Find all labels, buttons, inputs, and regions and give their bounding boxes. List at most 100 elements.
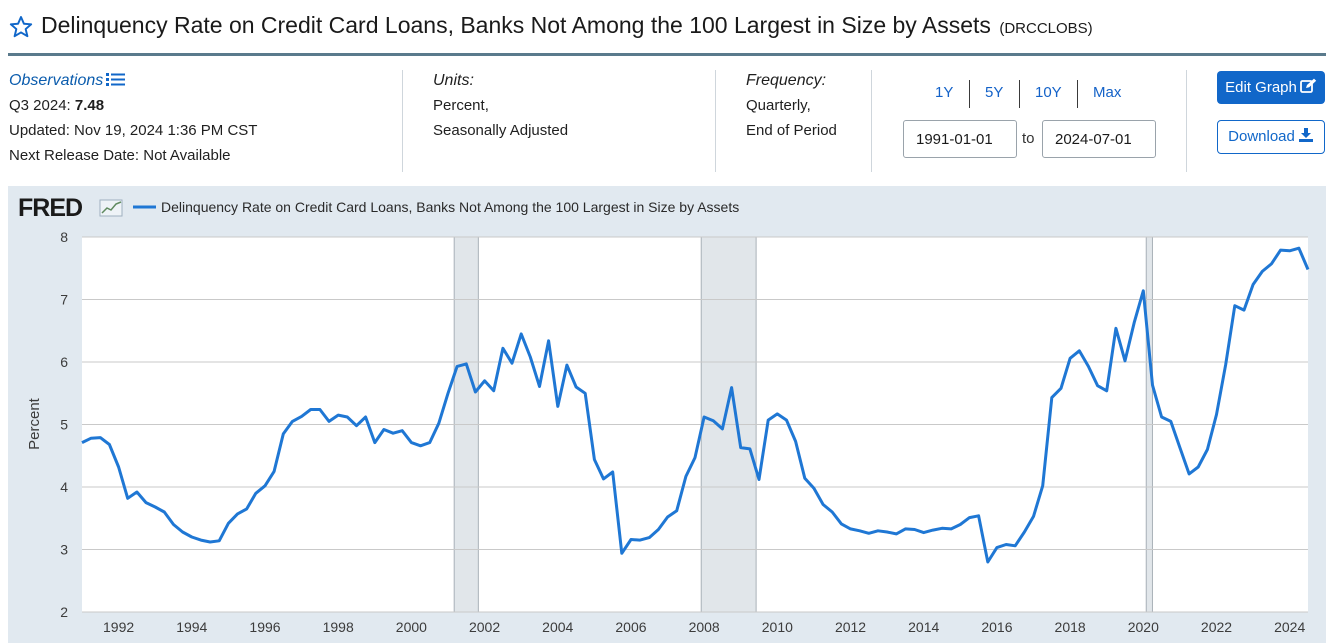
data-point[interactable] [409, 441, 413, 445]
data-point[interactable] [419, 444, 423, 448]
data-point[interactable] [629, 538, 633, 542]
observations-heading-text[interactable]: Observations [9, 72, 104, 89]
data-point[interactable] [117, 465, 121, 469]
data-point[interactable] [684, 474, 688, 478]
star-icon[interactable] [8, 14, 34, 40]
data-point[interactable] [1022, 530, 1026, 534]
data-point[interactable] [226, 521, 230, 525]
data-point[interactable] [144, 501, 148, 505]
data-point[interactable] [272, 469, 276, 473]
data-point[interactable] [1123, 359, 1127, 363]
data-point[interactable] [958, 523, 962, 527]
data-point[interactable] [1205, 448, 1209, 452]
data-point[interactable] [528, 355, 532, 359]
data-point[interactable] [89, 436, 93, 440]
data-point[interactable] [849, 527, 853, 531]
data-point[interactable] [80, 441, 84, 445]
data-point[interactable] [208, 540, 212, 544]
data-point[interactable] [162, 510, 166, 514]
data-point[interactable] [455, 364, 459, 368]
range-1y-button[interactable]: 1Y [935, 84, 954, 101]
data-point[interactable] [217, 539, 221, 543]
data-point[interactable] [1032, 514, 1036, 518]
data-point[interactable] [803, 476, 807, 480]
data-point[interactable] [1105, 389, 1109, 393]
data-point[interactable] [666, 515, 670, 519]
data-point[interactable] [318, 408, 322, 412]
data-point[interactable] [1077, 349, 1081, 353]
data-point[interactable] [830, 510, 834, 514]
data-point[interactable] [327, 419, 331, 423]
data-point[interactable] [1196, 465, 1200, 469]
data-point[interactable] [254, 491, 258, 495]
data-point[interactable] [382, 428, 386, 432]
data-point[interactable] [1114, 326, 1118, 330]
data-point[interactable] [345, 415, 349, 419]
data-point[interactable] [757, 478, 761, 482]
data-point[interactable] [190, 535, 194, 539]
data-point[interactable] [1187, 472, 1191, 476]
data-point[interactable] [1288, 249, 1292, 253]
data-point[interactable] [501, 346, 505, 350]
data-point[interactable] [464, 362, 468, 366]
data-point[interactable] [1260, 269, 1264, 273]
data-point[interactable] [446, 391, 450, 395]
data-point[interactable] [693, 456, 697, 460]
data-point[interactable] [391, 431, 395, 435]
data-point[interactable] [986, 560, 990, 564]
data-point[interactable] [171, 523, 175, 527]
data-point[interactable] [647, 536, 651, 540]
data-point[interactable] [1269, 262, 1273, 266]
data-point[interactable] [135, 490, 139, 494]
data-point[interactable] [107, 443, 111, 447]
data-point[interactable] [373, 441, 377, 445]
data-point[interactable] [784, 418, 788, 422]
data-point[interactable] [1096, 384, 1100, 388]
data-point[interactable] [766, 418, 770, 422]
data-point[interactable] [1141, 289, 1145, 293]
data-point[interactable] [592, 458, 596, 462]
data-point[interactable] [931, 528, 935, 532]
data-point[interactable] [675, 509, 679, 513]
data-point[interactable] [913, 528, 917, 532]
data-point[interactable] [1215, 413, 1219, 417]
data-point[interactable] [775, 412, 779, 416]
data-point[interactable] [1041, 484, 1045, 488]
data-point[interactable] [1178, 446, 1182, 450]
data-point[interactable] [903, 527, 907, 531]
data-point[interactable] [565, 363, 569, 367]
data-point[interactable] [1050, 396, 1054, 400]
range-max-button[interactable]: Max [1093, 84, 1122, 101]
start-date-input[interactable]: 1991-01-01 [903, 120, 1017, 158]
data-point[interactable] [821, 503, 825, 507]
data-point[interactable] [547, 339, 551, 343]
data-point[interactable] [473, 390, 477, 394]
data-point[interactable] [1059, 386, 1063, 390]
list-icon[interactable] [106, 72, 126, 87]
data-point[interactable] [510, 361, 514, 365]
data-point[interactable] [702, 415, 706, 419]
data-point[interactable] [556, 404, 560, 408]
data-point[interactable] [1150, 383, 1154, 387]
data-point[interactable] [1242, 308, 1246, 312]
end-date-input[interactable]: 2024-07-01 [1042, 120, 1156, 158]
data-point[interactable] [245, 507, 249, 511]
data-point[interactable] [1251, 283, 1255, 287]
data-point[interactable] [922, 531, 926, 535]
data-point[interactable] [711, 419, 715, 423]
data-point[interactable] [1132, 321, 1136, 325]
data-point[interactable] [300, 414, 304, 418]
data-point[interactable] [519, 332, 523, 336]
data-point[interactable] [812, 486, 816, 490]
data-point[interactable] [400, 429, 404, 433]
data-point[interactable] [638, 538, 642, 542]
data-point[interactable] [730, 386, 734, 390]
range-5y-button[interactable]: 5Y [985, 84, 1004, 101]
data-point[interactable] [1306, 268, 1310, 272]
series-line[interactable] [81, 246, 1310, 564]
data-point[interactable] [839, 522, 843, 526]
data-point[interactable] [428, 441, 432, 445]
data-point[interactable] [739, 446, 743, 450]
data-point[interactable] [940, 526, 944, 530]
data-point[interactable] [1086, 364, 1090, 368]
